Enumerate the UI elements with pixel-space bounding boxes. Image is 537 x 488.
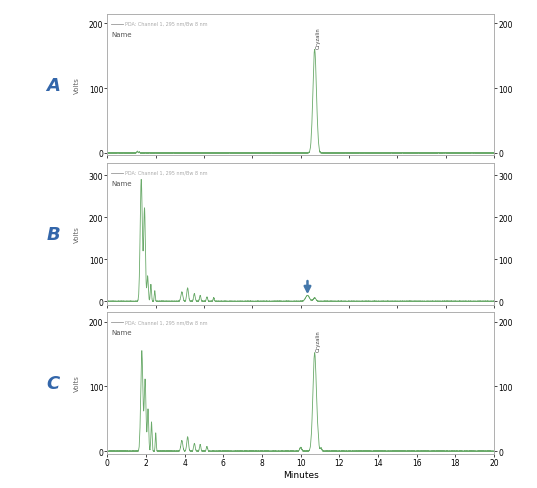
X-axis label: Minutes: Minutes <box>283 470 318 479</box>
Text: Name: Name <box>111 329 132 335</box>
Text: Oryzalin: Oryzalin <box>316 27 321 49</box>
Text: PDA: Channel 1, 295 nm/Bw 8 nm: PDA: Channel 1, 295 nm/Bw 8 nm <box>125 22 207 27</box>
Text: PDA: Channel 1, 295 nm/Bw 8 nm: PDA: Channel 1, 295 nm/Bw 8 nm <box>125 319 207 325</box>
Text: B: B <box>46 225 60 243</box>
Text: Name: Name <box>111 32 132 38</box>
Text: Name: Name <box>111 181 132 186</box>
Text: PDA: Channel 1, 295 nm/Bw 8 nm: PDA: Channel 1, 295 nm/Bw 8 nm <box>125 170 207 176</box>
Text: Volts: Volts <box>74 226 79 243</box>
Text: Oryzalin: Oryzalin <box>316 330 321 352</box>
Text: Volts: Volts <box>74 77 79 94</box>
Text: Volts: Volts <box>74 375 79 391</box>
Text: A: A <box>46 77 60 94</box>
Text: C: C <box>47 374 60 392</box>
